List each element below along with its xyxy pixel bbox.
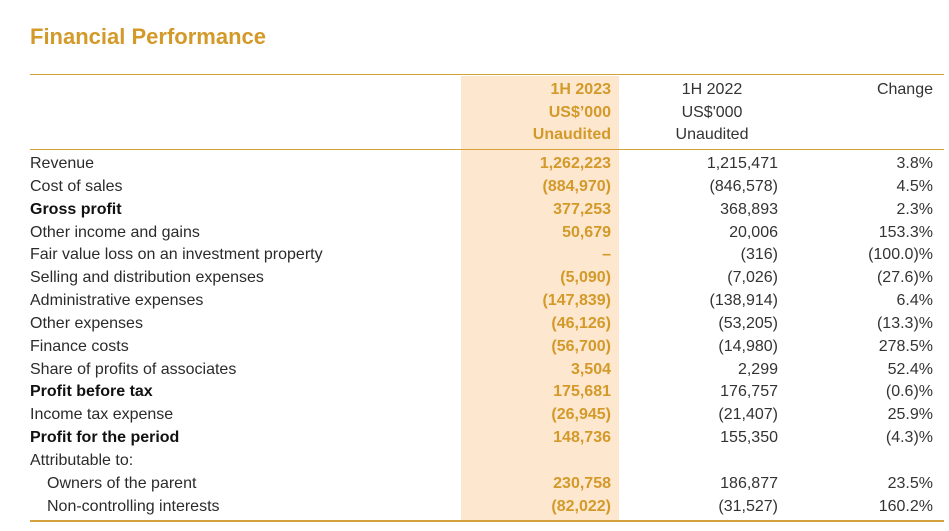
value-1h-2023: 50,679 — [562, 223, 611, 241]
value-1h-2023: (46,126) — [551, 314, 611, 332]
table-row: Profit before tax 175,681 176,757 (0.6)% — [0, 381, 949, 404]
table-row: Attributable to: — [0, 450, 949, 473]
table-row: Revenue 1,262,223 1,215,471 3.8% — [0, 153, 949, 176]
column-header-1h-2022: 1H 2022 US$'000 Unaudited — [652, 79, 772, 147]
column-header-unit: US$’000 — [548, 103, 611, 121]
table-row: Other income and gains 50,679 20,006 153.3% — [0, 222, 949, 245]
value-change: 25.9% — [887, 406, 933, 424]
table-row: Non-controlling interests (82,022) (31,527… — [0, 496, 949, 519]
column-header-change: Change — [876, 81, 933, 98]
column-header-1h-2023: 1H 2023 US$’000 Unaudited — [461, 79, 611, 147]
table-row: Share of profits of associates 3,504 2,299… — [0, 359, 949, 382]
value-change: 6.4% — [896, 292, 933, 310]
value-1h-2023: 148,736 — [553, 429, 611, 447]
row-label: Profit before tax — [30, 383, 153, 401]
value-1h-2022: (7,026) — [727, 269, 778, 287]
value-1h-2022: (846,578) — [709, 177, 779, 195]
row-label: Fair value loss on an investment propert… — [30, 246, 323, 264]
value-1h-2022: (53,205) — [718, 314, 778, 332]
value-change: 23.5% — [887, 474, 933, 492]
value-change: 3.8% — [896, 155, 933, 172]
value-change: 4.5% — [896, 177, 933, 195]
value-1h-2023: – — [602, 246, 611, 264]
column-header-status: Unaudited — [675, 126, 749, 143]
table-row: Income tax expense (26,945) (21,407) 25.9% — [0, 404, 949, 427]
column-header-period: 1H 2023 — [550, 81, 612, 98]
value-1h-2023: (5,090) — [560, 269, 611, 287]
value-1h-2023: (82,022) — [551, 497, 611, 515]
value-change: (27.6)% — [876, 269, 933, 287]
table-row: Other expenses (46,126) (53,205) (13.3)% — [0, 313, 949, 336]
value-1h-2023: 3,504 — [570, 360, 611, 378]
row-label: Income tax expense — [30, 406, 174, 424]
row-label: Owners of the parent — [47, 474, 197, 492]
value-change: 52.4% — [887, 360, 933, 378]
value-1h-2022: 20,006 — [729, 223, 778, 241]
table-row: Gross profit 377,253 368,893 2.3% — [0, 199, 949, 222]
value-1h-2023: (26,945) — [551, 406, 611, 424]
table-row: Cost of sales (884,970) (846,578) 4.5% — [0, 176, 949, 199]
table-header-rule — [30, 149, 944, 150]
value-change: (100.0)% — [868, 246, 933, 264]
page-title: Financial Performance — [30, 24, 266, 49]
value-1h-2022: 155,350 — [720, 429, 778, 447]
row-label: Administrative expenses — [30, 292, 204, 310]
row-label: Non-controlling interests — [47, 497, 220, 515]
row-label: Cost of sales — [30, 177, 123, 195]
value-1h-2023: (147,839) — [542, 292, 612, 310]
row-label: Finance costs — [30, 337, 129, 355]
table-bottom-rule — [30, 520, 944, 522]
row-label: Other expenses — [30, 314, 143, 332]
column-header-period: 1H 2022 — [681, 81, 743, 98]
value-change: 160.2% — [878, 497, 933, 515]
table-row: Selling and distribution expenses (5,090)… — [0, 267, 949, 290]
value-1h-2022: (31,527) — [718, 497, 778, 515]
row-label: Gross profit — [30, 200, 122, 218]
value-change: (0.6)% — [885, 383, 933, 401]
value-1h-2023: 377,253 — [553, 200, 611, 218]
value-1h-2023: (56,700) — [551, 337, 611, 355]
value-1h-2022: (21,407) — [718, 406, 778, 424]
value-change: 2.3% — [896, 200, 933, 218]
value-1h-2022: (138,914) — [709, 292, 779, 310]
value-change: (4.3)% — [885, 429, 933, 447]
table-row: Owners of the parent 230,758 186,877 23.5% — [0, 473, 949, 496]
financial-table-body: Revenue 1,262,223 1,215,471 3.8% Cost of sal… — [0, 153, 949, 519]
value-1h-2022: 186,877 — [720, 474, 778, 492]
value-change: 153.3% — [878, 223, 933, 241]
table-row: Finance costs (56,700) (14,980) 278.5% — [0, 336, 949, 359]
value-1h-2022: 2,299 — [737, 360, 778, 378]
row-label: Selling and distribution expenses — [30, 269, 264, 287]
value-1h-2023: (884,970) — [542, 177, 612, 195]
row-label: Other income and gains — [30, 223, 200, 241]
value-1h-2023: 230,758 — [553, 474, 611, 492]
row-label: Attributable to: — [30, 451, 134, 469]
value-change: (13.3)% — [876, 314, 933, 332]
value-change: 278.5% — [878, 337, 933, 355]
value-1h-2023: 175,681 — [553, 383, 611, 401]
row-label: Profit for the period — [30, 429, 180, 447]
table-row: Fair value loss on an investment propert… — [0, 244, 949, 267]
table-row: Administrative expenses (147,839) (138,914… — [0, 290, 949, 313]
value-1h-2022: 1,215,471 — [706, 155, 778, 172]
value-1h-2022: (14,980) — [718, 337, 778, 355]
current-period-highlight — [461, 76, 619, 520]
value-1h-2022: 176,757 — [720, 383, 778, 401]
value-1h-2022: (316) — [740, 246, 778, 264]
value-1h-2022: 368,893 — [720, 200, 778, 218]
table-row: Profit for the period 148,736 155,350 (4.3)… — [0, 427, 949, 450]
row-label: Revenue — [30, 155, 95, 172]
row-label: Share of profits of associates — [30, 360, 237, 378]
table-top-rule — [30, 74, 944, 75]
value-1h-2023: 1,262,223 — [539, 155, 611, 172]
column-header-status: Unaudited — [532, 126, 611, 143]
column-header-unit: US$'000 — [681, 103, 743, 121]
